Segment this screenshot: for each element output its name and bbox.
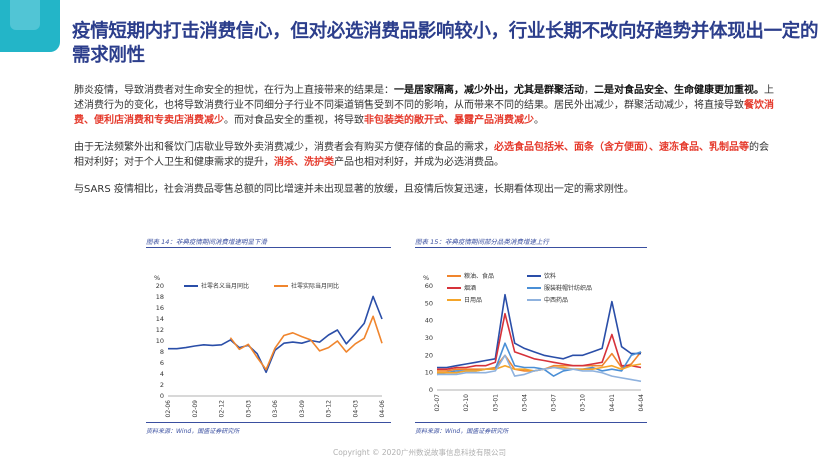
y-tick-label: 6 xyxy=(160,359,164,367)
x-tick-label: 02-12 xyxy=(219,400,226,418)
body-text: 肺炎疫情，导致消费者对生命安全的担忧，在行为上直接带来的结果是：一是居家隔离，减… xyxy=(74,83,774,209)
y-tick-label: 10 xyxy=(156,337,164,345)
text-segment: ， xyxy=(584,85,594,96)
y-tick-label: 12 xyxy=(156,326,164,334)
y-tick-label: 0 xyxy=(160,392,164,400)
divider xyxy=(415,422,647,423)
x-tick-label: 04-04 xyxy=(638,394,645,412)
legend-label: 服装鞋帽针纺织品 xyxy=(544,284,592,292)
y-tick-label: 16 xyxy=(156,304,164,312)
legend-label: 社零名义当月同比 xyxy=(201,282,249,290)
text-segment: 。而对食品安全的重视，将导致 xyxy=(224,115,364,126)
x-tick-label: 02-06 xyxy=(165,400,172,418)
legend-label: 社零实际当月同比 xyxy=(291,282,339,290)
x-tick-label: 03-12 xyxy=(326,400,333,418)
divider xyxy=(146,247,391,248)
y-tick-label: 60 xyxy=(425,282,433,290)
y-tick-label: 4 xyxy=(160,370,164,378)
text-segment: 由于无法频繁外出和餐饮门店歇业导致外卖消费减少，消费者会有购买方便存储的食品的需… xyxy=(74,142,494,153)
text-segment: 消杀、洗护类 xyxy=(274,157,334,168)
text-segment: 一是居家隔离，减少外出，尤其是群聚活动 xyxy=(394,85,584,96)
legend-label: 日用品 xyxy=(464,297,482,304)
x-tick-label: 02-10 xyxy=(463,394,470,412)
figure-source: 资料来源：Wind，国盛证券研究所 xyxy=(146,428,240,435)
y-tick-label: 20 xyxy=(425,351,433,359)
series-line-1 xyxy=(437,293,641,369)
figure-caption: 图表 14：非典疫情期间消费增速明显下滑 xyxy=(146,238,267,246)
chart-consumption-growth: % 0 2 4 6 8 10 12 14 16 18 20 02-06 02-09 02-12 03-03 03… xyxy=(154,274,386,418)
text-segment: 肺炎疫情，导致消费者对生命安全的担忧，在行为上直接带来的结果是： xyxy=(74,85,394,96)
series-line-0 xyxy=(168,295,383,374)
x-tick-label: 03-04 xyxy=(521,394,528,412)
legend-label: 中西药品 xyxy=(544,296,568,304)
text-segment: 产品也相对利好，并成为必选消费品。 xyxy=(334,157,504,168)
text-segment: 与SARS 疫情相比，社会消费品零售总额的同比增速并未出现显著的放缓，且疫情后恢… xyxy=(74,184,634,195)
x-tick-label: 02-09 xyxy=(192,400,199,418)
x-tick-label: 03-06 xyxy=(272,400,279,418)
y-tick-label: 8 xyxy=(160,348,164,356)
series-line-1 xyxy=(229,315,383,371)
text-segment: 二是对食品安全、生命健康更加重视。 xyxy=(594,85,764,96)
x-tick-label: 04-01 xyxy=(609,394,616,412)
y-tick-label: 50 xyxy=(425,299,433,307)
figure-15: 图表 15：非典疫情期间部分品类消费增速上行 % 0 10 20 30 40 50 60 02-… xyxy=(415,236,647,436)
figure-caption: 图表 15：非典疫情期间部分品类消费增速上行 xyxy=(415,238,549,246)
text-segment: 上述消费行为的变化，也将导致消费行业不同细分子行业不同渠道销售受到不同的影响，从… xyxy=(74,85,774,111)
x-tick-label: 04-03 xyxy=(352,400,359,418)
text-segment: 非包装类的敞开式、暴露产品消费减少 xyxy=(364,115,534,126)
text-segment: 的会相对利好；对于个人卫生和健康需求的提升， xyxy=(74,142,769,168)
y-tick-label: 30 xyxy=(425,334,433,342)
y-tick-label: 14 xyxy=(156,315,164,323)
paragraph-2: 由于无法频繁外出和餐饮门店歇业导致外卖消费减少，消费者会有购买方便存储的食品的需… xyxy=(74,140,774,170)
figure-source: 资料来源：Wind，国盛证券研究所 xyxy=(415,428,509,435)
y-tick-label: 0 xyxy=(429,386,433,394)
y-tick-label: 18 xyxy=(156,293,164,301)
x-tick-label: 04-06 xyxy=(379,400,386,418)
text-segment: 餐饮消费、便利店消费和专卖店消费减少 xyxy=(74,100,774,126)
y-tick-label: 2 xyxy=(160,381,164,389)
x-tick-label: 03-10 xyxy=(580,394,587,412)
x-tick-label: 03-03 xyxy=(245,400,252,418)
x-tick-label: 02-07 xyxy=(434,394,441,412)
y-tick-label: 10 xyxy=(425,369,433,377)
divider xyxy=(146,422,391,423)
copyright: Copyright © 2020广州数说故事信息科技有限公司 xyxy=(332,448,506,457)
y-tick-label: 40 xyxy=(425,317,433,325)
y-axis-unit: % xyxy=(423,274,429,282)
series-line-2 xyxy=(437,312,642,370)
y-tick-label: 20 xyxy=(156,282,164,290)
x-tick-label: 03-09 xyxy=(299,400,306,418)
y-axis-unit: % xyxy=(154,274,160,282)
text-segment: 必选食品包括米、面条（含方便面）、速冻食品、乳制品等 xyxy=(494,142,749,153)
figure-14: 图表 14：非典疫情期间消费增速明显下滑 % 0 2 4 6 8 10 12 14 16 18 20 0… xyxy=(146,236,391,436)
paragraph-1: 肺炎疫情，导致消费者对生命安全的担忧，在行为上直接带来的结果是：一是居家隔离，减… xyxy=(74,83,774,128)
x-tick-label: 03-07 xyxy=(551,394,558,412)
x-tick-label: 03-01 xyxy=(492,394,499,412)
legend-label: 饮料 xyxy=(544,272,556,280)
divider xyxy=(415,247,647,248)
legend-label: 粮油、食品 xyxy=(464,272,494,280)
legend-label: 烟酒 xyxy=(464,284,476,292)
series-line-5 xyxy=(437,354,642,383)
page-title: 疫情短期内打击消费信心，但对必选消费品影响较小，行业长期不改向好趋势并体现出一定… xyxy=(72,21,819,66)
text-segment: 。 xyxy=(534,115,544,126)
corner-decoration xyxy=(0,0,60,58)
paragraph-3: 与SARS 疫情相比，社会消费品零售总额的同比增速并未出现显著的放缓，且疫情后恢… xyxy=(74,182,774,197)
chart-category-growth: % 0 10 20 30 40 50 60 02-07 02-10 03-01 03-04 03-07 0… xyxy=(423,272,645,412)
